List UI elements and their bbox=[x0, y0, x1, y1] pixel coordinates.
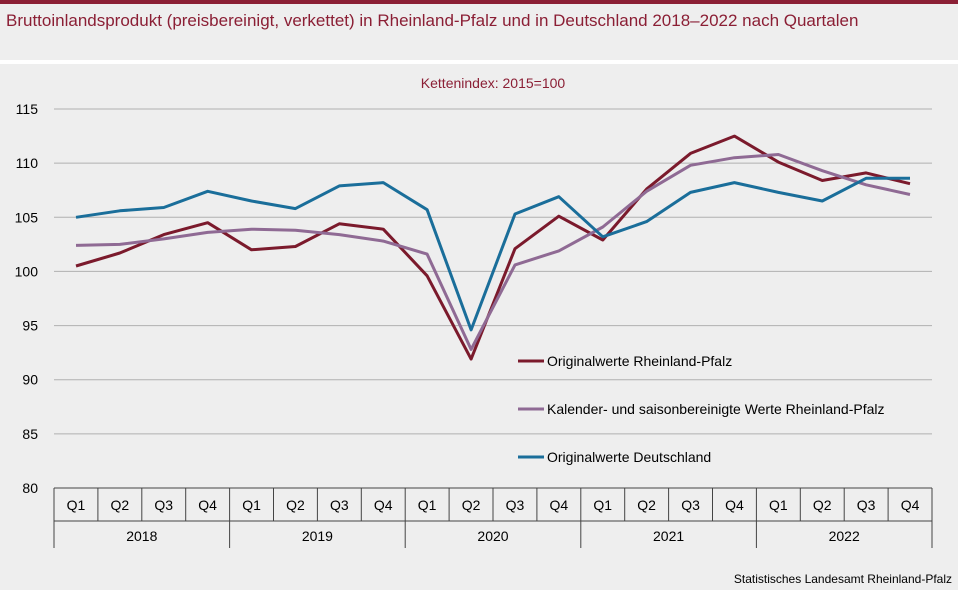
chart-area: Kettenindex: 2015=100 80 85 90 95 100 105 110 11… bbox=[0, 64, 958, 590]
y-tick-label: 90 bbox=[22, 372, 38, 388]
y-tick-label: 110 bbox=[16, 155, 39, 171]
legend-label-1: Originalwerte Rheinland-Pfalz bbox=[547, 353, 732, 369]
chart-subtitle: Kettenindex: 2015=100 bbox=[421, 75, 566, 91]
line-chart: Kettenindex: 2015=100 80 85 90 95 100 105 110 11… bbox=[15, 75, 933, 548]
series-line-2 bbox=[75, 153, 911, 351]
legend-label-3: Originalwerte Deutschland bbox=[547, 449, 711, 465]
year-tick-label: 2022 bbox=[829, 528, 860, 544]
header: Bruttoinlandsprodukt (preisbereinigt, ve… bbox=[0, 4, 958, 60]
y-tick-label: 115 bbox=[16, 101, 39, 117]
quarter-tick-label: Q3 bbox=[154, 497, 173, 513]
year-tick-label: 2020 bbox=[477, 528, 508, 544]
y-tick-label: 95 bbox=[22, 318, 38, 334]
year-tick-label: 2021 bbox=[653, 528, 684, 544]
quarter-tick-label: Q1 bbox=[593, 497, 612, 513]
quarter-tick-label: Q4 bbox=[198, 497, 217, 513]
quarter-tick-label: Q1 bbox=[769, 497, 788, 513]
source-note: Statistisches Landesamt Rheinland-Pfalz bbox=[733, 572, 952, 586]
quarter-tick-label: Q4 bbox=[550, 497, 569, 513]
quarter-tick-label: Q2 bbox=[286, 497, 305, 513]
y-tick-label: 80 bbox=[22, 480, 38, 496]
quarter-tick-label: Q2 bbox=[813, 497, 832, 513]
y-tick-label: 100 bbox=[15, 263, 39, 279]
quarter-tick-label: Q2 bbox=[111, 497, 130, 513]
divider bbox=[0, 60, 958, 64]
quarter-tick-label: Q4 bbox=[725, 497, 744, 513]
quarter-tick-label: Q1 bbox=[418, 497, 437, 513]
page-title: Bruttoinlandsprodukt (preisbereinigt, ve… bbox=[6, 11, 859, 30]
y-tick-label: 85 bbox=[22, 426, 38, 442]
top-accent-rule bbox=[0, 0, 958, 4]
quarter-tick-label: Q3 bbox=[506, 497, 525, 513]
quarter-tick-label: Q3 bbox=[681, 497, 700, 513]
quarter-tick-label: Q2 bbox=[637, 497, 656, 513]
quarter-tick-label: Q1 bbox=[242, 497, 261, 513]
series-line-3 bbox=[75, 176, 910, 332]
y-tick-label: 105 bbox=[15, 209, 39, 225]
quarter-tick-label: Q3 bbox=[330, 497, 349, 513]
year-tick-label: 2019 bbox=[302, 528, 333, 544]
quarter-tick-label: Q3 bbox=[857, 497, 876, 513]
quarter-tick-label: Q4 bbox=[374, 497, 393, 513]
quarter-tick-label: Q2 bbox=[462, 497, 481, 513]
year-tick-label: 2018 bbox=[126, 528, 157, 544]
quarter-tick-label: Q4 bbox=[901, 497, 920, 513]
quarter-tick-label: Q1 bbox=[67, 497, 86, 513]
legend-label-2: Kalender- und saisonbereinigte Werte Rhe… bbox=[547, 401, 885, 417]
